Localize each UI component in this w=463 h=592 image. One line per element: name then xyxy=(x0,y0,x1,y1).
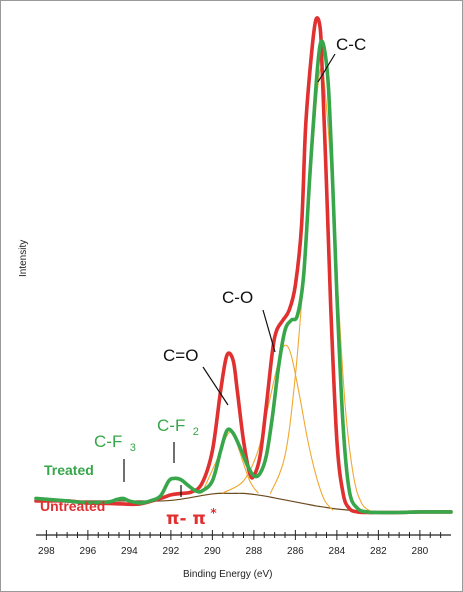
annotation-cf3-sub: 3 xyxy=(130,442,136,454)
x-tick-label: 296 xyxy=(80,546,97,557)
fit-component-c-o-line xyxy=(222,344,334,511)
annotation-pi-pi-star: π- π * xyxy=(166,506,217,529)
x-tick-label: 298 xyxy=(38,546,55,557)
x-tick-label: 292 xyxy=(163,546,180,557)
x-tick-label: 288 xyxy=(246,546,263,557)
x-axis: 298 296 294 292 290 288 286 284 282 280 xyxy=(36,530,451,557)
annotation-cf2: C-F 2 xyxy=(157,416,199,438)
annotation-cf2-main: C-F xyxy=(157,416,185,435)
series-untreated-line xyxy=(34,16,453,515)
x-tick-label: 280 xyxy=(412,546,429,557)
series-treated-line xyxy=(34,39,453,515)
leader-line-cc xyxy=(317,53,336,83)
y-axis-title: Intensity xyxy=(18,240,29,277)
annotation-c-double-o: C=O xyxy=(163,346,198,365)
annotation-pi-main: π- π xyxy=(166,509,206,529)
annotation-cf3: C-F 3 xyxy=(94,432,136,454)
legend-untreated: Untreated xyxy=(40,498,105,514)
annotation-pi-sup: * xyxy=(210,506,217,520)
x-axis-title: Binding Energy (eV) xyxy=(183,569,273,580)
x-tick-label: 284 xyxy=(329,546,346,557)
x-tick-label: 290 xyxy=(204,546,221,557)
x-tick-label: 286 xyxy=(287,546,304,557)
plot-area xyxy=(34,16,453,515)
legend-treated: Treated xyxy=(44,462,94,478)
x-tick-label: 294 xyxy=(121,546,138,557)
annotation-co: C-O xyxy=(222,288,253,307)
x-tick-label: 282 xyxy=(370,546,387,557)
annotation-cf2-sub: 2 xyxy=(193,426,199,438)
leader-line-c-double-o xyxy=(202,366,229,406)
annotation-cf3-main: C-F xyxy=(94,432,122,451)
leader-line-co xyxy=(262,309,276,353)
annotation-cc: C-C xyxy=(336,35,366,54)
